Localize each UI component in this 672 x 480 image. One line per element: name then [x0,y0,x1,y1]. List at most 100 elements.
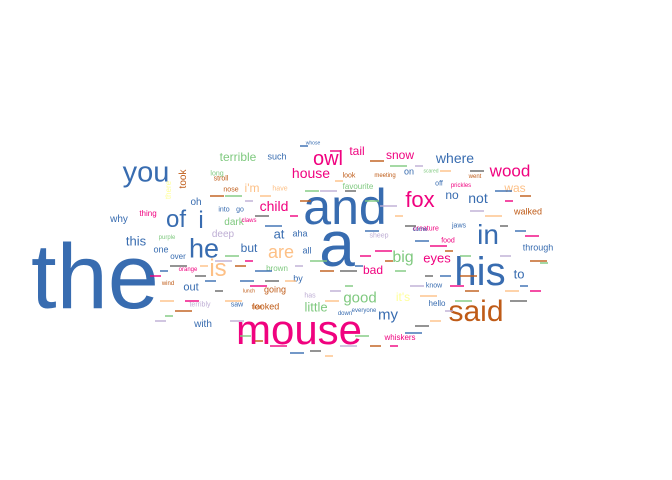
cloud-filler-mark [265,225,282,227]
cloud-word: is [209,255,227,282]
cloud-filler-mark [250,285,267,287]
cloud-word: child [259,198,289,214]
cloud-filler-mark [225,255,239,257]
cloud-filler-mark [465,290,479,292]
cloud-word: took [178,169,189,189]
cloud-filler-mark [345,190,356,192]
cloud-word: at [273,226,285,242]
cloud-word: going [263,284,287,295]
cloud-filler-mark [300,200,311,202]
cloud-word: fox [405,187,435,212]
cloud-filler-mark [430,320,441,322]
cloud-filler-mark [530,290,541,292]
cloud-word: my [378,306,398,324]
cloud-filler-mark [345,285,353,287]
cloud-filler-mark [415,325,429,327]
cloud-word: purple [158,235,176,241]
cloud-word: stroll [213,175,229,183]
cloud-filler-mark [390,345,398,347]
cloud-word: i'm [244,181,260,195]
cloud-word: by [293,273,303,284]
cloud-filler-mark [500,255,511,257]
cloud-word: house [291,165,331,181]
cloud-filler-mark [300,145,308,147]
cloud-filler-mark [380,205,397,207]
cloud-filler-mark [235,265,246,267]
cloud-filler-mark [415,240,429,242]
cloud-filler-mark [440,275,451,277]
cloud-filler-mark [515,230,526,232]
cloud-word: a [319,208,355,280]
cloud-word: whiskers [384,333,416,342]
cloud-filler-mark [230,320,244,322]
cloud-filler-mark [540,262,548,264]
cloud-filler-mark [290,215,298,217]
cloud-word: scared [423,168,439,175]
cloud-word: walked [513,206,543,217]
cloud-filler-mark [325,355,333,357]
cloud-word: deep [211,229,235,240]
cloud-filler-mark [215,260,232,262]
cloud-filler-mark [195,275,206,277]
cloud-filler-mark [525,235,539,237]
cloud-word: nose [223,186,239,194]
cloud-word: terribly [189,301,211,309]
cloud-filler-mark [160,300,174,302]
cloud-filler-mark [225,300,242,302]
cloud-word: creature [413,225,439,233]
cloud-word: out [183,281,199,294]
cloud-filler-mark [175,310,192,312]
cloud-filler-mark [355,265,363,267]
cloud-filler-mark [520,195,531,197]
cloud-filler-mark [370,345,381,347]
cloud-word: big [392,249,414,266]
cloud-word: have [272,185,288,193]
cloud-word: looked [252,301,280,312]
cloud-filler-mark [260,195,271,197]
cloud-filler-mark [365,200,379,202]
cloud-word: food [441,237,455,245]
cloud-word: why [110,214,128,225]
cloud-filler-mark [150,275,161,277]
cloud-filler-mark [340,345,357,347]
cloud-word: he [188,233,220,264]
cloud-word: wood [489,161,531,181]
cloud-word: off [435,180,443,188]
cloud-word: dark [224,217,244,228]
cloud-filler-mark [215,290,223,292]
cloud-filler-mark [255,270,272,272]
cloud-word: owl [312,148,344,170]
cloud-filler-mark [205,280,216,282]
cloud-filler-mark [310,260,327,262]
cloud-filler-mark [170,265,187,267]
cloud-word: bad [362,263,384,277]
cloud-word: everyone [351,308,377,314]
cloud-word: one [153,244,169,255]
cloud-filler-mark [210,195,224,197]
cloud-word: you [122,156,170,189]
cloud-word: prickles [450,183,472,189]
cloud-filler-mark [265,280,279,282]
cloud-word: there [164,180,173,200]
cloud-word: brown [266,264,288,273]
cloud-word: are [267,242,295,262]
cloud-word: flew [251,305,263,311]
cloud-filler-mark [430,245,447,247]
cloud-filler-mark [495,190,512,192]
cloud-word: thing [139,209,157,218]
cloud-filler-mark [395,215,403,217]
cloud-word: tail [349,144,365,158]
cloud-filler-mark [470,170,484,172]
cloud-filler-mark [505,290,519,292]
cloud-word: the [31,226,159,328]
cloud-filler-mark [185,300,199,302]
cloud-word: whose [305,140,321,147]
cloud-word: over [170,252,186,261]
cloud-word: it's [395,290,411,304]
cloud-word: of [165,206,187,233]
cloud-word: long [210,170,224,178]
cloud-filler-mark [355,335,369,337]
cloud-filler-mark [155,320,166,322]
cloud-filler-mark [165,315,173,317]
